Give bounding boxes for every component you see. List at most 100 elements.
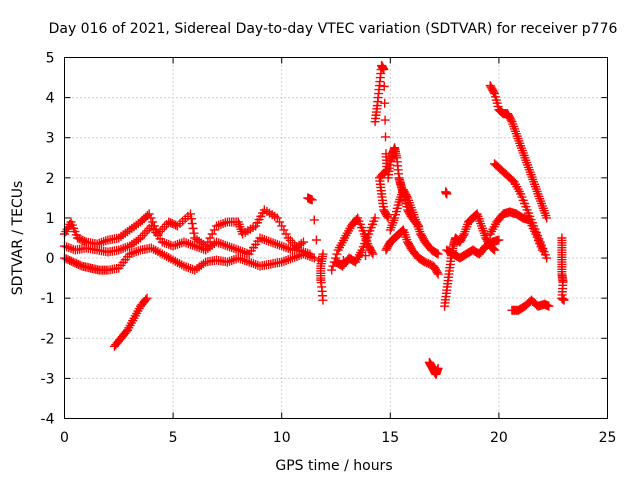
axis-layer: 0 5 10 15 20 25 -4 -3 -2 -1 0 1 2 3 4 5 xyxy=(41,51,617,447)
data-point xyxy=(222,241,232,251)
data-point xyxy=(207,229,217,239)
data-point xyxy=(171,220,181,230)
series-band-1800-1950-lower xyxy=(442,235,504,263)
data-point xyxy=(229,243,239,253)
data-point xyxy=(246,258,256,268)
data-point xyxy=(181,238,191,248)
data-point xyxy=(283,255,293,265)
data-point xyxy=(188,240,198,250)
data-point xyxy=(238,247,248,257)
data-point xyxy=(303,251,313,261)
data-point xyxy=(133,235,143,245)
data-point xyxy=(327,265,337,275)
data-point xyxy=(442,189,452,199)
data-point xyxy=(116,244,126,254)
data-point xyxy=(188,223,198,233)
data-point xyxy=(99,237,109,247)
data-point xyxy=(277,221,287,231)
data-point xyxy=(225,242,235,252)
data-point xyxy=(361,251,371,261)
chart-title: Day 016 of 2021, Sidereal Day-to-day VTE… xyxy=(49,21,618,37)
data-point xyxy=(212,237,222,247)
data-point xyxy=(181,262,191,272)
data-point xyxy=(133,246,143,256)
data-point xyxy=(458,231,468,241)
data-point xyxy=(179,237,189,247)
data-point xyxy=(220,240,230,250)
series-deep-dip-1700 xyxy=(424,357,443,379)
data-point xyxy=(175,239,185,249)
series-isolated-points-a xyxy=(303,193,328,305)
data-point xyxy=(190,241,200,251)
data-point xyxy=(277,241,287,251)
data-point xyxy=(235,246,245,256)
data-point xyxy=(229,255,239,265)
data-point xyxy=(307,195,317,205)
data-point xyxy=(494,235,504,245)
data-point xyxy=(380,98,390,108)
data-point xyxy=(131,247,141,257)
data-point xyxy=(309,215,319,225)
data-point xyxy=(222,257,232,267)
plot-frame xyxy=(64,57,608,419)
data-point xyxy=(275,240,285,250)
data-point xyxy=(264,236,274,246)
data-point xyxy=(62,242,72,252)
data-point xyxy=(277,257,287,267)
x-axis-label: GPS time / hours xyxy=(275,458,392,474)
data-point xyxy=(432,267,442,277)
series-dense-band-mid xyxy=(60,221,308,259)
data-point xyxy=(381,132,391,142)
data-point xyxy=(159,238,169,248)
data-point xyxy=(185,239,195,249)
data-point xyxy=(542,253,552,263)
data-point xyxy=(227,255,237,265)
data-point xyxy=(183,263,193,273)
data-point xyxy=(185,209,195,219)
data-point xyxy=(177,260,187,270)
data-point xyxy=(266,237,276,247)
data-point xyxy=(127,248,137,258)
data-point xyxy=(292,251,302,261)
data-point xyxy=(218,239,228,249)
x-tick-label: 20 xyxy=(490,430,508,446)
data-point xyxy=(214,220,224,230)
data-point xyxy=(118,243,128,253)
data-point xyxy=(183,239,193,249)
series-midday-cluster xyxy=(327,213,380,275)
y-tick-label: 3 xyxy=(46,131,55,147)
data-point xyxy=(233,253,243,263)
y-tick-label: 4 xyxy=(46,91,55,107)
data-point xyxy=(544,301,554,311)
data-point xyxy=(537,245,547,255)
data-point xyxy=(141,295,151,305)
data-point xyxy=(114,245,124,255)
data-point xyxy=(142,293,152,303)
data-point xyxy=(298,237,308,247)
data-point xyxy=(231,244,241,254)
data-point xyxy=(368,249,378,259)
data-point xyxy=(270,239,280,249)
data-point xyxy=(157,237,167,247)
data-point xyxy=(296,239,306,249)
y-tick-label: -4 xyxy=(41,412,55,428)
data-point xyxy=(164,239,174,249)
data-point xyxy=(272,239,282,249)
data-point xyxy=(235,254,245,264)
y-axis-label: SDTVAR / TECUs xyxy=(10,181,26,296)
y-tick-label: 2 xyxy=(46,171,55,187)
y-tick-label: -2 xyxy=(41,331,55,347)
data-point xyxy=(187,219,197,229)
data-point xyxy=(433,269,443,279)
data-point xyxy=(227,243,237,253)
series-peak-1550-tail xyxy=(385,185,443,259)
y-tick-label: 1 xyxy=(46,211,55,227)
data-point xyxy=(218,219,228,229)
data-point xyxy=(240,255,250,265)
data-point xyxy=(489,244,499,254)
data-point xyxy=(66,243,76,253)
series-descending-upper xyxy=(485,81,552,223)
data-point xyxy=(382,211,392,221)
data-point xyxy=(212,221,222,231)
x-tick-label: 15 xyxy=(381,430,399,446)
